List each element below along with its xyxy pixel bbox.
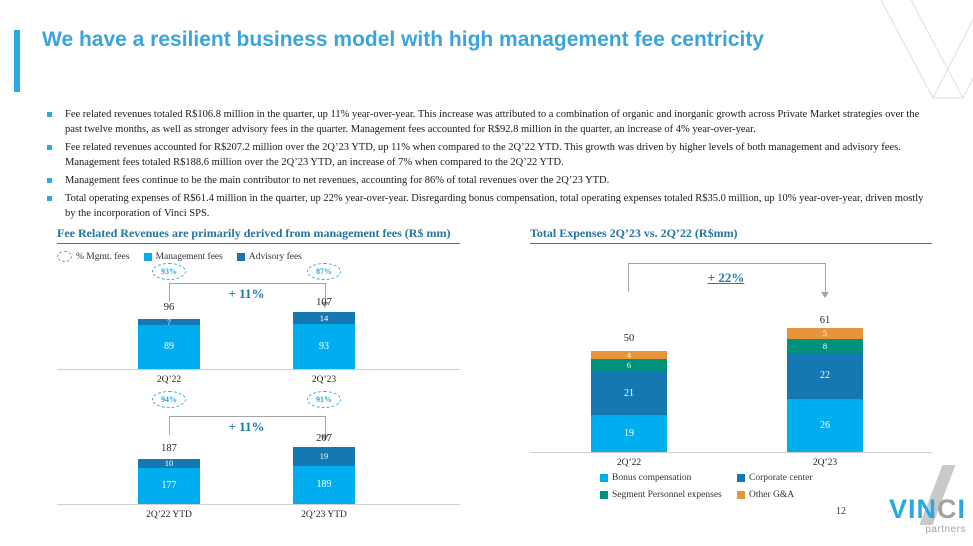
segment-advisory-fees: 10 — [138, 459, 200, 468]
page-title: We have a resilient business model with … — [42, 28, 764, 51]
growth-bracket — [628, 263, 829, 298]
total-label: 96 — [163, 302, 175, 313]
legend-bonus-compensation: Bonus compensation — [600, 473, 737, 483]
right-chart-title: Total Expenses 2Q’23 vs. 2Q’22 (R$mm) — [530, 226, 738, 240]
x-tick-label: 2Q’22 — [616, 458, 642, 468]
x-axis — [530, 452, 932, 453]
bullet-text: Fee related revenues totaled R$106.8 mil… — [65, 109, 920, 135]
pct-mgmt-badge-ytd2: 91% — [307, 391, 341, 408]
logo-subtitle: partners — [925, 524, 966, 535]
pct-mgmt-badge-q2: 87% — [307, 263, 341, 280]
segment-corporate-center: 21 — [591, 372, 667, 415]
growth-bracket — [169, 283, 329, 308]
bar-2q23: 14 93 — [293, 312, 355, 369]
x-tick-label: 2Q’22 — [156, 375, 182, 385]
swatch-other-ga-icon — [737, 491, 745, 499]
segment-management-fees: 189 — [293, 466, 355, 504]
growth-label-ytd: + 11% — [228, 419, 265, 434]
total-label: 207 — [316, 433, 332, 444]
segment-advisory-fees: 19 — [293, 447, 355, 466]
right-chart-legend-row-1: Bonus compensation Corporate center — [600, 473, 813, 483]
bullet-item: Fee related revenues accounted for R$207… — [47, 140, 932, 170]
fee-revenues-chart-panel: Fee Related Revenues are primarily deriv… — [57, 226, 460, 546]
left-chart-title-rule — [57, 243, 460, 244]
arrow-down-icon — [321, 302, 329, 308]
swatch-corporate-icon — [737, 474, 745, 482]
total-label: 50 — [623, 333, 635, 344]
segment-corporate-center: 22 — [787, 353, 863, 399]
x-tick-label: 2Q’23 — [311, 375, 337, 385]
logo-wordmark: VINCI — [888, 494, 966, 524]
growth-label-quarterly: + 11% — [228, 286, 265, 301]
segment-management-fees: 93 — [293, 324, 355, 369]
swatch-personnel-icon — [600, 491, 608, 499]
segment-advisory-fees: 14 — [293, 312, 355, 324]
segment-personnel: 6 — [591, 359, 667, 372]
segment-personnel: 8 — [787, 339, 863, 353]
legend-pct-mgmt-fees: % Mgmt. fees — [57, 251, 130, 262]
total-label: 107 — [316, 297, 332, 308]
left-chart-title: Fee Related Revenues are primarily deriv… — [57, 226, 451, 240]
x-tick-label: 2Q’22 YTD — [146, 510, 192, 520]
segment-bonus-compensation: 26 — [787, 399, 863, 452]
bullet-square-icon — [47, 196, 52, 201]
arrow-down-icon — [821, 292, 829, 298]
title-accent-bar — [14, 30, 20, 92]
pct-mgmt-badge-ytd1: 94% — [152, 391, 186, 408]
segment-bonus-compensation: 19 — [591, 415, 667, 452]
x-axis — [57, 504, 460, 505]
segment-management-fees: 89 — [138, 325, 200, 369]
bullet-item: Fee related revenues totaled R$106.8 mil… — [47, 107, 932, 137]
legend-corporate-center: Corporate center — [737, 473, 813, 483]
right-chart-title-rule — [530, 243, 932, 244]
page-number: 12 — [836, 506, 846, 517]
bullet-square-icon — [47, 145, 52, 150]
x-tick-label: 2Q’23 YTD — [301, 510, 347, 520]
swatch-bonus-icon — [600, 474, 608, 482]
bar-2q22: 7 89 — [138, 318, 200, 369]
swatch-advisory-fees-icon — [236, 252, 245, 261]
segment-management-fees: 177 — [138, 468, 200, 504]
legend-advisory-fees: Advisory fees — [236, 252, 302, 262]
vinci-watermark-icon — [880, 0, 973, 99]
bar-expenses-2q22: 4 6 21 19 — [591, 351, 667, 452]
legend-segment-personnel: Segment Personnel expenses — [600, 490, 737, 500]
total-label: 187 — [161, 443, 177, 454]
bullet-list: Fee related revenues totaled R$106.8 mil… — [47, 107, 932, 224]
total-expenses-chart-panel: Total Expenses 2Q’23 vs. 2Q’22 (R$mm) + … — [530, 226, 932, 546]
bullet-square-icon — [47, 178, 52, 183]
bullet-square-icon — [47, 112, 52, 117]
pct-mgmt-badge-q1: 93% — [152, 263, 186, 280]
bar-expenses-2q23: 5 8 22 26 — [787, 328, 863, 452]
bullet-text: Total operating expenses of R$61.4 milli… — [65, 193, 924, 219]
segment-other-ga: 5 — [787, 328, 863, 339]
left-chart-legend: % Mgmt. fees Management fees Advisory fe… — [57, 251, 302, 262]
x-tick-label: 2Q’23 — [812, 458, 838, 468]
legend-management-fees: Management fees — [143, 252, 223, 262]
bar-2q23-ytd: 19 189 — [293, 447, 355, 504]
segment-advisory-fees: 7 — [138, 318, 200, 326]
total-label: 61 — [819, 315, 831, 326]
bar-2q22-ytd: 10 177 — [138, 459, 200, 504]
bullet-item: Total operating expenses of R$61.4 milli… — [47, 191, 932, 221]
x-axis — [57, 369, 460, 370]
bullet-text: Fee related revenues accounted for R$207… — [65, 142, 901, 168]
right-chart-legend-row-2: Segment Personnel expenses Other G&A — [600, 490, 794, 500]
bullet-text: Management fees continue to be the main … — [65, 175, 610, 186]
dashed-oval-icon — [57, 251, 72, 262]
arrow-down-icon — [321, 435, 329, 441]
growth-bracket — [169, 416, 329, 441]
legend-other-ga: Other G&A — [737, 490, 794, 500]
growth-label-expenses: + 22% — [707, 270, 745, 285]
vinci-partners-logo: VINCI partners — [860, 465, 966, 544]
swatch-management-fees-icon — [143, 252, 152, 261]
segment-other-ga: 4 — [591, 351, 667, 359]
bullet-item: Management fees continue to be the main … — [47, 173, 932, 188]
